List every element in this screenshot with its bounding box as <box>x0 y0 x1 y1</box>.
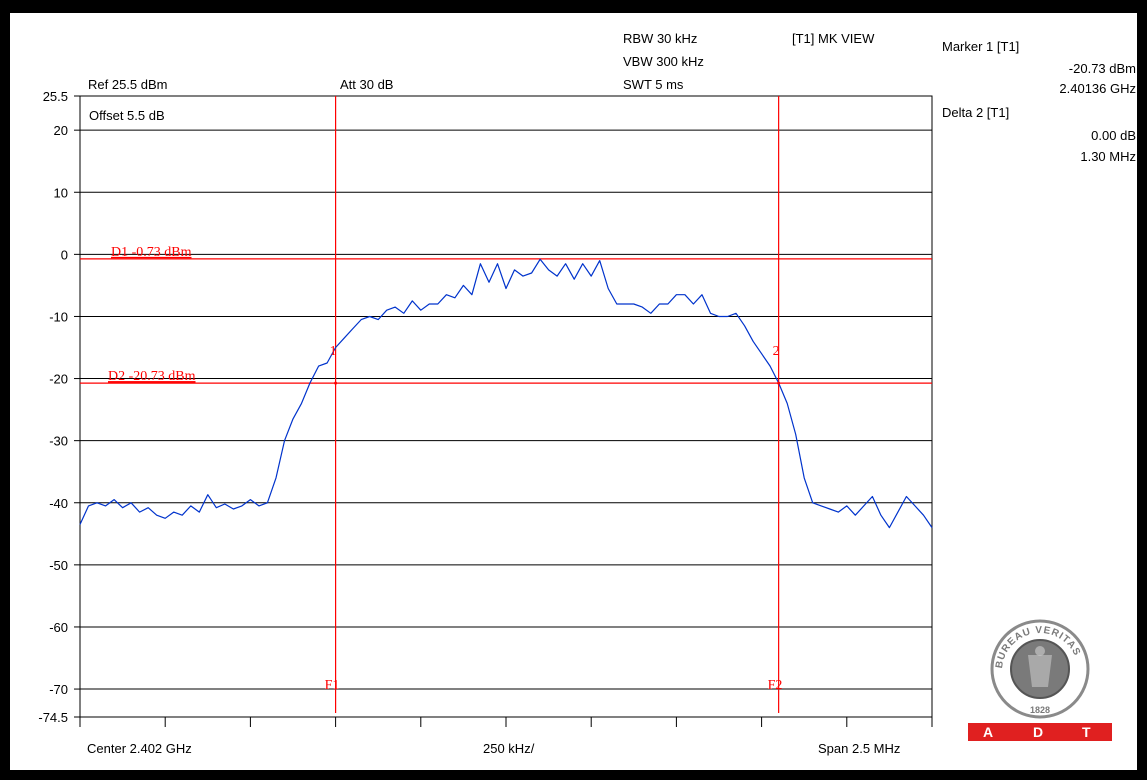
delta2-freq: 1.30 MHz <box>1080 149 1136 164</box>
y-tick-label: -70 <box>49 682 68 697</box>
x-axis <box>79 717 933 727</box>
y-tick-label: -60 <box>49 620 68 635</box>
logo-head-icon <box>1035 646 1045 656</box>
marker1-level: -20.73 dBm <box>1068 61 1136 76</box>
adt-letter-t: T <box>1082 724 1091 740</box>
marker-point <box>334 381 338 385</box>
y-tick-label: 0 <box>61 247 68 262</box>
logo-figure-icon <box>1028 655 1052 687</box>
rbw-label: RBW 30 kHz <box>623 31 698 46</box>
y-tick-label: -20 <box>49 372 68 387</box>
marker-number-label: 1 <box>330 344 337 359</box>
marker1-freq: 2.40136 GHz <box>1059 81 1136 96</box>
y-tick-label: 20 <box>54 123 68 138</box>
bureau-veritas-logo: BUREAU VERITAS 1828 <box>990 619 1090 719</box>
offset-label: Offset 5.5 dB <box>89 108 165 123</box>
attenuation: Att 30 dB <box>340 77 394 92</box>
view-label: [T1] MK VIEW <box>792 31 875 46</box>
delta2-title: Delta 2 [T1] <box>942 105 1010 120</box>
y-axis: 25.5 20 10 0 -10 -20 -30 -40 -50 -60 -70 -74.5 <box>38 89 80 725</box>
y-tick-label: 10 <box>54 185 68 200</box>
marker-point <box>777 381 781 385</box>
y-tick-label: -40 <box>49 496 68 511</box>
swt-label: SWT 5 ms <box>623 77 684 92</box>
span-per-division: 250 kHz/ <box>483 741 535 756</box>
y-tick-label: -74.5 <box>38 710 68 725</box>
frequency-line-label: F1 <box>325 678 340 693</box>
y-tick-label: -50 <box>49 558 68 573</box>
vbw-label: VBW 300 kHz <box>623 54 704 69</box>
grid <box>79 95 933 718</box>
spectrum-trace <box>79 258 933 529</box>
ref-level: Ref 25.5 dBm <box>88 77 168 92</box>
center-frequency: Center 2.402 GHz <box>87 741 192 756</box>
marker-number-label: 2 <box>773 344 780 359</box>
display-line-label: D1 -0.73 dBm <box>111 245 192 260</box>
delta2-level: 0.00 dB <box>1091 128 1136 143</box>
adt-letter-a: A <box>983 724 994 740</box>
reference-lines: D1 -0.73 dBm D2 -20.73 dBm F1 F2 <box>80 96 932 713</box>
y-tick-label: -30 <box>49 434 68 449</box>
logo-year: 1828 <box>1030 705 1050 715</box>
frequency-line-label: F2 <box>768 678 783 693</box>
display-line-label: D2 -20.73 dBm <box>108 369 196 384</box>
adt-letter-d: D <box>1033 724 1044 740</box>
trace-layer <box>79 258 933 529</box>
adt-band: A D T <box>968 723 1112 741</box>
y-tick-label: -10 <box>49 309 68 324</box>
span-label: Span 2.5 MHz <box>818 741 901 756</box>
marker1-title: Marker 1 [T1] <box>942 39 1020 54</box>
y-tick-label: 25.5 <box>43 89 68 104</box>
plot-frame <box>79 95 933 718</box>
